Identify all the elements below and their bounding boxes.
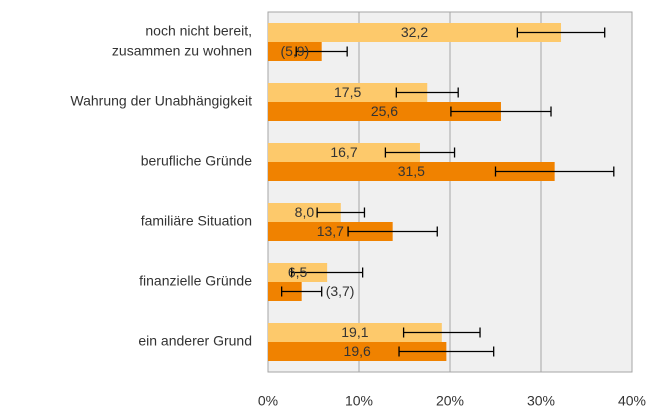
data-label: (5,9): [280, 43, 309, 59]
error-bar: [494, 166, 615, 177]
y-tick-label: zusammen zu wohnen: [112, 43, 252, 59]
y-tick-label: noch nicht bereit,: [145, 23, 252, 39]
bar: [268, 323, 442, 342]
error-bar: [398, 346, 495, 357]
bar: [268, 162, 555, 181]
y-tick-label: Wahrung der Unabhängigkeit: [70, 93, 252, 109]
data-label: 6,5: [288, 264, 308, 280]
error-bar: [291, 267, 364, 278]
bar: [268, 42, 322, 61]
bar: [268, 342, 447, 361]
bar: [268, 23, 562, 42]
bar: [268, 102, 501, 121]
data-label: 31,5: [398, 163, 425, 179]
error-bar: [395, 87, 459, 98]
data-label: (3,7): [326, 283, 355, 299]
x-tick-label: 0%: [258, 393, 278, 409]
error-bar: [295, 46, 348, 57]
bar: [268, 222, 393, 241]
bar: [268, 83, 428, 102]
bar: [268, 143, 420, 162]
data-label: 13,7: [317, 223, 344, 239]
y-tick-label: berufliche Gründe: [141, 153, 253, 169]
plot-border: [267, 11, 633, 373]
error-bar: [347, 226, 438, 237]
x-tick-label: 30%: [527, 393, 555, 409]
data-label: 19,1: [341, 324, 368, 340]
x-tick-label: 10%: [345, 393, 373, 409]
error-bar: [402, 327, 481, 338]
error-bar: [316, 207, 366, 218]
error-bar: [384, 147, 456, 158]
data-label: 8,0: [295, 204, 315, 220]
data-label: 16,7: [330, 144, 357, 160]
data-label: 17,5: [334, 84, 361, 100]
data-label: 19,6: [344, 343, 371, 359]
data-label: 25,6: [371, 103, 398, 119]
y-tick-label: ein anderer Grund: [138, 333, 252, 349]
x-tick-label: 40%: [618, 393, 646, 409]
error-bar: [280, 286, 323, 297]
error-bar: [516, 27, 606, 38]
error-bar: [450, 106, 552, 117]
y-tick-label: finanzielle Gründe: [139, 273, 252, 289]
y-tick-label: familiäre Situation: [141, 213, 252, 229]
data-label: 32,2: [401, 24, 428, 40]
bar: [268, 203, 341, 222]
x-tick-label: 20%: [436, 393, 464, 409]
